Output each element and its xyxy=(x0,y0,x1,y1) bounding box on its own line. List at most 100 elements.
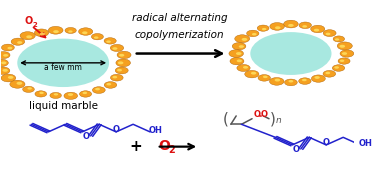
Circle shape xyxy=(299,22,311,29)
Text: a few mm: a few mm xyxy=(44,63,82,72)
Text: O: O xyxy=(83,132,90,141)
Text: liquid marble: liquid marble xyxy=(29,101,98,111)
Circle shape xyxy=(54,93,58,95)
Circle shape xyxy=(340,60,344,62)
Circle shape xyxy=(83,92,87,94)
Circle shape xyxy=(299,78,311,84)
Circle shape xyxy=(0,59,8,67)
Text: +: + xyxy=(129,139,142,154)
Circle shape xyxy=(92,87,105,93)
Circle shape xyxy=(80,91,92,97)
Circle shape xyxy=(112,76,117,78)
Circle shape xyxy=(335,38,339,41)
Circle shape xyxy=(28,87,32,90)
Circle shape xyxy=(0,67,10,74)
Circle shape xyxy=(323,70,336,77)
Circle shape xyxy=(285,79,297,86)
Circle shape xyxy=(104,38,116,44)
Circle shape xyxy=(50,92,61,98)
Circle shape xyxy=(275,26,280,29)
Circle shape xyxy=(270,22,285,30)
Circle shape xyxy=(95,88,100,90)
Text: 2: 2 xyxy=(32,22,37,28)
Circle shape xyxy=(302,79,307,81)
Circle shape xyxy=(1,74,16,82)
Circle shape xyxy=(48,26,63,34)
Text: O: O xyxy=(293,145,300,154)
Text: O: O xyxy=(323,138,330,147)
Circle shape xyxy=(235,35,250,43)
Circle shape xyxy=(17,41,22,44)
Circle shape xyxy=(258,75,270,81)
Circle shape xyxy=(326,33,330,35)
Circle shape xyxy=(1,61,6,64)
Circle shape xyxy=(39,92,44,94)
Circle shape xyxy=(311,75,326,82)
Circle shape xyxy=(314,76,320,79)
Circle shape xyxy=(262,28,266,30)
Circle shape xyxy=(119,54,124,57)
Circle shape xyxy=(326,72,330,74)
Text: n: n xyxy=(275,116,281,125)
Circle shape xyxy=(243,66,248,69)
Circle shape xyxy=(68,93,73,96)
Circle shape xyxy=(7,47,12,49)
Circle shape xyxy=(26,35,32,38)
Circle shape xyxy=(232,43,246,50)
Circle shape xyxy=(230,57,244,65)
Circle shape xyxy=(247,30,259,37)
Circle shape xyxy=(110,44,124,51)
Circle shape xyxy=(263,76,268,78)
Circle shape xyxy=(112,47,118,50)
Circle shape xyxy=(34,29,49,36)
Circle shape xyxy=(110,74,123,81)
Circle shape xyxy=(342,52,347,55)
Text: O: O xyxy=(24,16,33,26)
Circle shape xyxy=(340,50,354,57)
Circle shape xyxy=(339,45,345,48)
Circle shape xyxy=(0,52,10,59)
Circle shape xyxy=(314,29,319,32)
Text: O: O xyxy=(254,110,261,119)
Circle shape xyxy=(250,32,331,75)
Text: OH: OH xyxy=(149,126,163,135)
Circle shape xyxy=(323,30,336,36)
Circle shape xyxy=(333,36,344,42)
Circle shape xyxy=(3,54,8,57)
Circle shape xyxy=(288,24,294,27)
Text: O: O xyxy=(158,139,170,153)
Text: copolymerization: copolymerization xyxy=(135,30,224,40)
Text: O: O xyxy=(260,110,267,119)
Circle shape xyxy=(106,83,111,85)
Circle shape xyxy=(65,27,76,33)
Circle shape xyxy=(1,44,15,51)
Text: (: ( xyxy=(223,111,228,126)
Circle shape xyxy=(252,33,257,36)
Circle shape xyxy=(64,92,78,99)
Circle shape xyxy=(251,72,256,75)
Circle shape xyxy=(275,79,280,81)
Circle shape xyxy=(3,69,8,72)
Circle shape xyxy=(118,61,124,64)
Circle shape xyxy=(94,36,99,39)
Circle shape xyxy=(288,80,293,83)
Circle shape xyxy=(117,69,122,71)
Circle shape xyxy=(236,52,241,55)
Text: radical alternating: radical alternating xyxy=(132,13,228,23)
Circle shape xyxy=(53,30,59,33)
Circle shape xyxy=(257,25,269,31)
Circle shape xyxy=(237,59,242,62)
Circle shape xyxy=(239,45,244,48)
Circle shape xyxy=(334,66,339,69)
Text: ): ) xyxy=(270,111,276,126)
Circle shape xyxy=(68,30,73,33)
Circle shape xyxy=(16,82,22,85)
Circle shape xyxy=(8,76,13,79)
Circle shape xyxy=(338,58,350,64)
Circle shape xyxy=(115,67,128,74)
Circle shape xyxy=(17,39,109,87)
Circle shape xyxy=(332,65,345,71)
Circle shape xyxy=(302,25,307,28)
Circle shape xyxy=(78,28,93,35)
Text: 2: 2 xyxy=(168,145,175,155)
